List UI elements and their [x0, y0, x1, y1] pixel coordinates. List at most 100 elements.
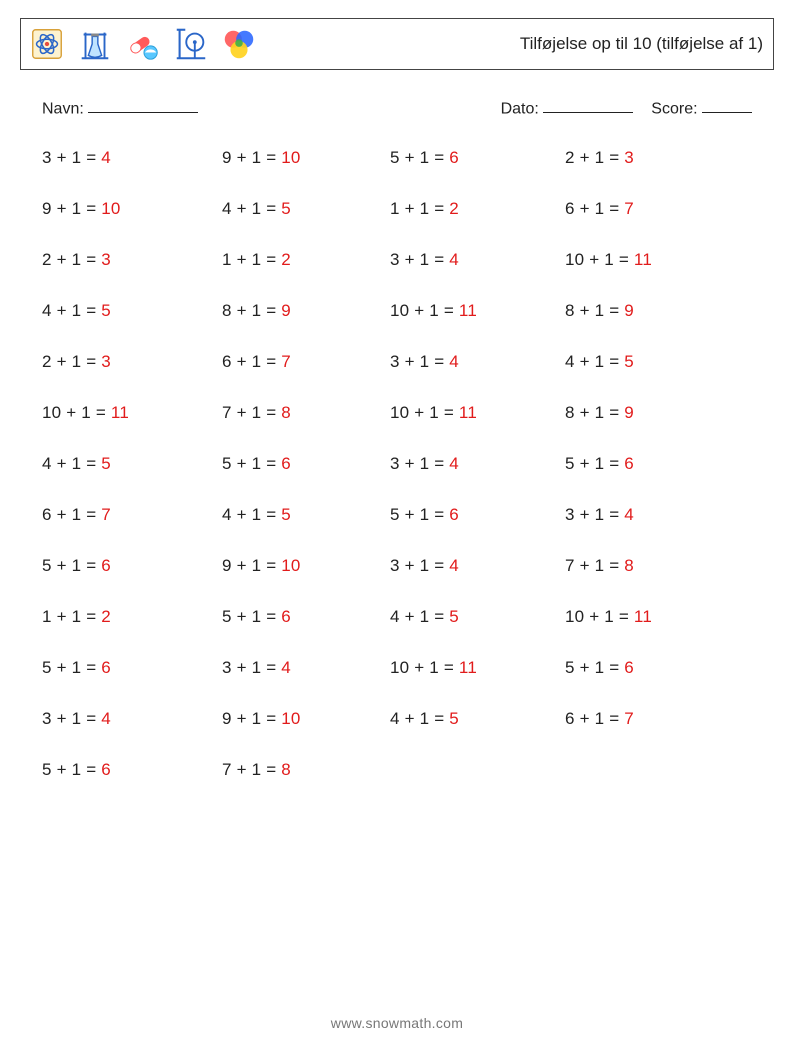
- problem-cell: 5 + 1 = 6: [222, 454, 390, 474]
- problem-expression: 9 + 1 =: [42, 199, 101, 218]
- problem-expression: 4 + 1 =: [222, 199, 281, 218]
- problem-row: 3 + 1 = 4 9 + 1 = 105 + 1 = 62 + 1 = 3: [42, 148, 774, 168]
- problem-answer: 7: [624, 709, 634, 728]
- problem-answer: 7: [281, 352, 291, 371]
- problem-answer: 5: [281, 505, 291, 524]
- problem-cell: 5 + 1 = 6: [390, 148, 565, 168]
- problem-cell: 10 + 1 = 11: [390, 658, 565, 678]
- problem-answer: 10: [281, 709, 300, 728]
- problem-expression: 10 + 1 =: [565, 607, 634, 626]
- problem-answer: 10: [101, 199, 120, 218]
- name-blank: [88, 98, 198, 113]
- problem-answer: 6: [101, 658, 111, 677]
- problem-answer: 4: [449, 556, 459, 575]
- problem-cell: 3 + 1 = 4: [390, 556, 565, 576]
- problem-cell: 4 + 1 = 5: [565, 352, 745, 372]
- problem-answer: 9: [624, 301, 634, 320]
- problem-cell: 5 + 1 = 6: [42, 556, 222, 576]
- problem-expression: 7 + 1 =: [222, 760, 281, 779]
- problem-answer: 5: [281, 199, 291, 218]
- header-icons: [27, 24, 259, 64]
- problem-expression: 10 + 1 =: [390, 403, 459, 422]
- problem-row: 5 + 1 = 63 + 1 = 410 + 1 = 115 + 1 = 6: [42, 658, 774, 678]
- problem-expression: 6 + 1 =: [42, 505, 101, 524]
- problem-answer: 4: [101, 148, 111, 167]
- problem-expression: 8 + 1 =: [222, 301, 281, 320]
- problem-expression: 1 + 1 =: [222, 250, 281, 269]
- problem-cell: 4 + 1 = 5: [42, 301, 222, 321]
- problem-expression: 8 + 1 =: [565, 301, 624, 320]
- problem-answer: 10: [281, 148, 300, 167]
- problem-answer: 4: [449, 352, 459, 371]
- pills-icon: [123, 24, 163, 64]
- flask-stand-icon: [75, 24, 115, 64]
- problem-cell: 4 + 1 = 5: [222, 199, 390, 219]
- problem-expression: 4 + 1 =: [42, 301, 101, 320]
- problem-expression: 2 + 1 =: [42, 352, 101, 371]
- problem-cell: 5 + 1 = 6: [565, 658, 745, 678]
- problem-cell: 3 + 1 = 4: [390, 250, 565, 270]
- problem-answer: 8: [624, 556, 634, 575]
- problem-cell: 3 + 1 = 4: [565, 505, 745, 525]
- problem-cell: 4 + 1 = 5: [222, 505, 390, 525]
- problem-answer: 4: [624, 505, 634, 524]
- problem-row: 5 + 1 = 69 + 1 = 103 + 1 = 47 + 1 = 8: [42, 556, 774, 576]
- problem-cell: 3 + 1 = 4: [390, 454, 565, 474]
- problem-cell: 9 + 1 = 10: [222, 556, 390, 576]
- problem-cell: 6 + 1 = 7: [42, 505, 222, 525]
- problem-expression: 3 + 1 =: [390, 250, 449, 269]
- problem-cell: 10 + 1 = 11: [390, 301, 565, 321]
- problem-cell: 9 + 1 = 10: [222, 709, 390, 729]
- problem-cell: 7 + 1 = 8: [222, 403, 390, 423]
- problem-answer: 8: [281, 403, 291, 422]
- problem-cell: 5 + 1 = 6: [390, 505, 565, 525]
- worksheet-title: Tilføjelse op til 10 (tilføjelse af 1): [520, 34, 763, 54]
- problem-answer: 6: [449, 505, 459, 524]
- name-label: Navn:: [42, 100, 84, 117]
- problem-expression: 6 + 1 =: [565, 199, 624, 218]
- problem-expression: 5 + 1 =: [390, 505, 449, 524]
- problem-row: 6 + 1 = 74 + 1 = 55 + 1 = 63 + 1 = 4: [42, 505, 774, 525]
- problem-answer: 6: [281, 454, 291, 473]
- problem-expression: 4 + 1 =: [565, 352, 624, 371]
- problem-answer: 5: [449, 709, 459, 728]
- problems-grid: 3 + 1 = 49 + 1 = 105 + 1 = 62 + 1 = 39 +…: [42, 148, 774, 780]
- problem-cell: 7 + 1 = 8: [222, 760, 390, 780]
- problem-expression: 5 + 1 =: [222, 454, 281, 473]
- problem-expression: 3 + 1 =: [390, 454, 449, 473]
- problem-cell: 9 + 1 = 10: [222, 148, 390, 168]
- problem-cell: 1 + 1 = 2: [390, 199, 565, 219]
- problem-cell: 6 + 1 = 7: [565, 199, 745, 219]
- problem-answer: 6: [101, 760, 111, 779]
- problem-expression: 5 + 1 =: [565, 658, 624, 677]
- problem-row: 5 + 1 = 67 + 1 = 8: [42, 760, 774, 780]
- problem-expression: 6 + 1 =: [565, 709, 624, 728]
- problem-row: 2 + 1 = 36 + 1 = 73 + 1 = 44 + 1 = 5: [42, 352, 774, 372]
- name-field: Navn:: [42, 98, 198, 118]
- problem-answer: 11: [634, 607, 652, 626]
- problem-answer: 11: [111, 403, 129, 422]
- problem-cell: 4 + 1 = 5: [390, 607, 565, 627]
- problem-cell: 8 + 1 = 9: [565, 403, 745, 423]
- problem-answer: 5: [449, 607, 459, 626]
- problem-cell: 7 + 1 = 8: [565, 556, 745, 576]
- problem-row: 1 + 1 = 25 + 1 = 64 + 1 = 510 + 1 = 11: [42, 607, 774, 627]
- problem-row: 4 + 1 = 55 + 1 = 63 + 1 = 45 + 1 = 6: [42, 454, 774, 474]
- date-label: Dato:: [501, 100, 539, 117]
- problem-cell: 2 + 1 = 3: [565, 148, 745, 168]
- problem-answer: 7: [624, 199, 634, 218]
- problem-expression: 2 + 1 =: [42, 250, 101, 269]
- score-label: Score:: [651, 100, 697, 117]
- problem-expression: 10 + 1 =: [42, 403, 111, 422]
- problem-expression: 10 + 1 =: [390, 658, 459, 677]
- problem-cell: 4 + 1 = 5: [42, 454, 222, 474]
- problem-row: 3 + 1 = 49 + 1 = 104 + 1 = 56 + 1 = 7: [42, 709, 774, 729]
- problem-expression: 3 + 1 =: [42, 148, 101, 167]
- problem-cell: 6 + 1 = 7: [222, 352, 390, 372]
- problem-answer: 4: [101, 709, 111, 728]
- problem-cell: 8 + 1 = 9: [565, 301, 745, 321]
- problem-answer: 8: [281, 760, 291, 779]
- problem-cell: 5 + 1 = 6: [42, 658, 222, 678]
- problem-answer: 9: [624, 403, 634, 422]
- problem-expression: 7 + 1 =: [222, 403, 281, 422]
